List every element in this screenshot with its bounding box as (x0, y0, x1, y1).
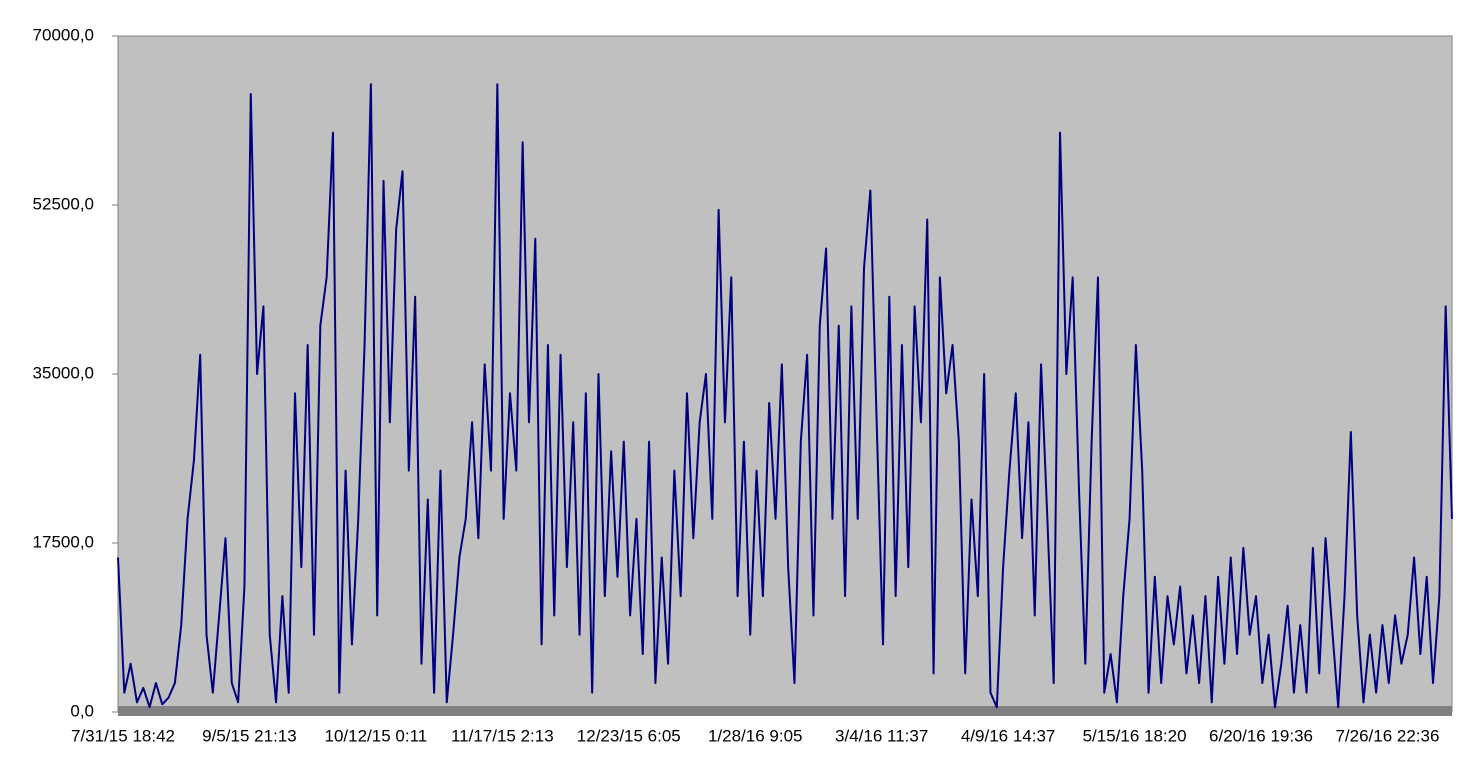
data-line (117, 83, 1453, 709)
x-tick-label: 12/23/15 6:05 (577, 726, 681, 745)
x-tick-label: 7/31/15 18:42 (71, 726, 175, 745)
x-tick-label: 7/26/16 22:36 (1335, 726, 1439, 745)
x-tick-label: 10/12/15 0:11 (325, 726, 428, 745)
x-tick-label: 11/17/15 2:13 (451, 726, 554, 745)
x-tick-label: 6/20/16 19:36 (1209, 726, 1313, 745)
y-tick-label: 35000,0 (33, 363, 94, 382)
x-tick-label: 5/15/16 18:20 (1083, 726, 1187, 745)
y-tick-label: 0,0 (70, 701, 94, 720)
x-tick-label: 1/28/16 9:05 (708, 726, 803, 745)
x-tick-label: 3/4/16 11:37 (835, 726, 928, 745)
y-tick-label: 70000,0 (33, 25, 94, 44)
x-tick-label: 9/5/15 21:13 (202, 726, 297, 745)
x-tick-label: 4/9/16 14:37 (961, 726, 1056, 745)
y-tick-label: 17500,0 (33, 532, 94, 551)
plot-area (117, 35, 1453, 713)
y-tick-label: 52500,0 (33, 194, 94, 213)
floor (118, 706, 1452, 716)
